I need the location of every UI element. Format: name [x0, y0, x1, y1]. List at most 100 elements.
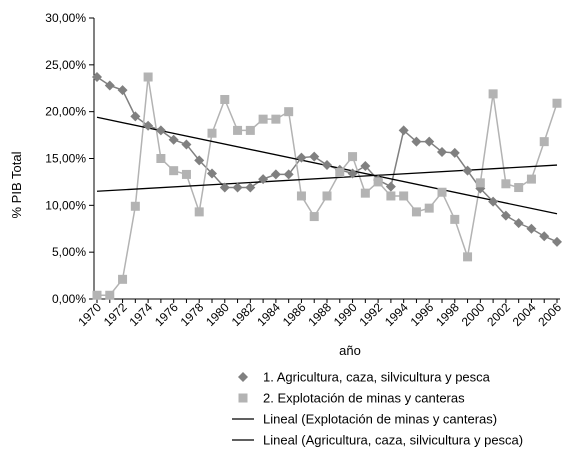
- y-tick-label: 25,00%: [45, 58, 86, 72]
- series-1-point: [232, 182, 243, 193]
- x-tick-label: 2006: [535, 300, 564, 329]
- series-2-point: [335, 168, 345, 178]
- series-1-point: [296, 152, 307, 163]
- legend: 1. Agricultura, caza, silvicultura y pes…: [232, 370, 523, 448]
- series-1-point: [219, 182, 230, 193]
- series-1-point: [449, 147, 460, 158]
- series-1-point: [385, 181, 396, 192]
- series-2-point: [245, 125, 255, 135]
- series-2-point: [475, 178, 485, 188]
- series-2-point: [105, 290, 115, 300]
- y-tick-label: 30,00%: [45, 11, 86, 25]
- legend-marker: [238, 372, 248, 382]
- series-2-point: [424, 203, 434, 213]
- series-2-point: [92, 290, 102, 300]
- series-layer: [92, 72, 562, 300]
- y-tick-label: 15,00%: [45, 152, 86, 166]
- series-2-point: [373, 177, 383, 187]
- x-tick-label: 1972: [101, 300, 130, 329]
- series-2-point: [399, 191, 409, 201]
- series-2-point: [411, 207, 421, 217]
- series-1-point: [143, 120, 154, 131]
- series-2-point: [501, 179, 511, 189]
- legend-item: 1. Agricultura, caza, silvicultura y pes…: [238, 370, 491, 385]
- legend-label: Lineal (Explotación de minas y canteras): [263, 412, 497, 427]
- series-2-point: [194, 207, 204, 217]
- series-1-point: [309, 151, 320, 162]
- series-2-point: [552, 98, 562, 108]
- series-1-point: [437, 146, 447, 157]
- series-1-point: [181, 139, 192, 150]
- series-2-point: [233, 125, 243, 135]
- legend-item: Lineal (Explotación de minas y canteras): [232, 412, 497, 427]
- x-tick-label: 1986: [280, 300, 309, 329]
- x-tick-label: 2002: [484, 300, 513, 329]
- x-axis-title: año: [339, 343, 361, 358]
- y-tick-label: 0,00%: [52, 292, 86, 306]
- series-2-point: [207, 128, 217, 138]
- series-1-point: [168, 134, 179, 145]
- series-2-point: [296, 191, 306, 201]
- series-1-point: [526, 223, 537, 234]
- x-tick-label: 1998: [433, 300, 462, 329]
- x-tick-label: 1996: [408, 300, 437, 329]
- series-1-point: [488, 196, 499, 207]
- legend-label: 1. Agricultura, caza, silvicultura y pes…: [263, 370, 491, 385]
- y-tick-label: 10,00%: [45, 198, 86, 212]
- series-2-point: [258, 114, 268, 124]
- series-1-point: [270, 169, 281, 180]
- series-1-point: [500, 210, 511, 221]
- series-2-point: [284, 107, 294, 117]
- series-2-point: [309, 212, 319, 222]
- series-1-point: [398, 125, 409, 136]
- legend-marker: [238, 393, 248, 403]
- x-tick-label: 1978: [178, 300, 207, 329]
- series-1-point: [322, 160, 332, 171]
- x-tick-label: 2000: [459, 300, 488, 329]
- series-1-point: [104, 80, 115, 91]
- series-2-point: [539, 137, 549, 147]
- series-1-point: [117, 85, 128, 96]
- series-2-point: [386, 191, 396, 201]
- y-tick-label: 20,00%: [45, 105, 86, 119]
- series-1-point: [539, 231, 550, 242]
- series-2-point: [526, 174, 536, 184]
- series-2-point: [348, 152, 358, 162]
- x-tick-label: 1984: [254, 300, 283, 329]
- x-tick-label: 1982: [229, 300, 258, 329]
- series-1-point: [347, 168, 358, 179]
- axes-layer: [89, 17, 560, 303]
- series-2-point: [450, 214, 460, 224]
- series-2-point: [156, 154, 166, 163]
- y-axis-title: % PIB Total: [9, 151, 24, 218]
- series-2-point: [143, 72, 153, 82]
- series-1-point: [130, 111, 141, 122]
- series-line-1: [96, 76, 558, 243]
- series-2-point: [360, 188, 370, 198]
- series-1-point: [194, 155, 205, 166]
- x-tick-label: 1980: [203, 300, 232, 329]
- x-tick-label: 1988: [305, 300, 334, 329]
- legend-item: Lineal (Agricultura, caza, silvicultura …: [232, 433, 523, 448]
- series-2-point: [463, 252, 473, 262]
- series-1-point: [360, 160, 371, 171]
- series-2-point: [130, 201, 140, 211]
- x-tick-label: 1990: [331, 300, 360, 329]
- x-tick-label: 1974: [126, 300, 155, 329]
- legend-item: 2. Explotación de minas y canteras: [238, 391, 465, 406]
- series-2-point: [181, 169, 191, 179]
- series-1-point: [245, 182, 256, 193]
- series-2-point: [514, 183, 524, 193]
- series-2-point: [322, 191, 332, 201]
- x-tick-label: 1992: [356, 300, 385, 329]
- series-1-point: [258, 174, 269, 185]
- series-1-point: [283, 169, 294, 180]
- series-2-point: [271, 114, 281, 124]
- series-2-point: [118, 274, 128, 284]
- series-2-point: [488, 89, 498, 99]
- series-1-point: [552, 236, 562, 247]
- series-1-point: [513, 218, 524, 229]
- series-1-point: [411, 136, 422, 147]
- series-2-point: [169, 166, 179, 176]
